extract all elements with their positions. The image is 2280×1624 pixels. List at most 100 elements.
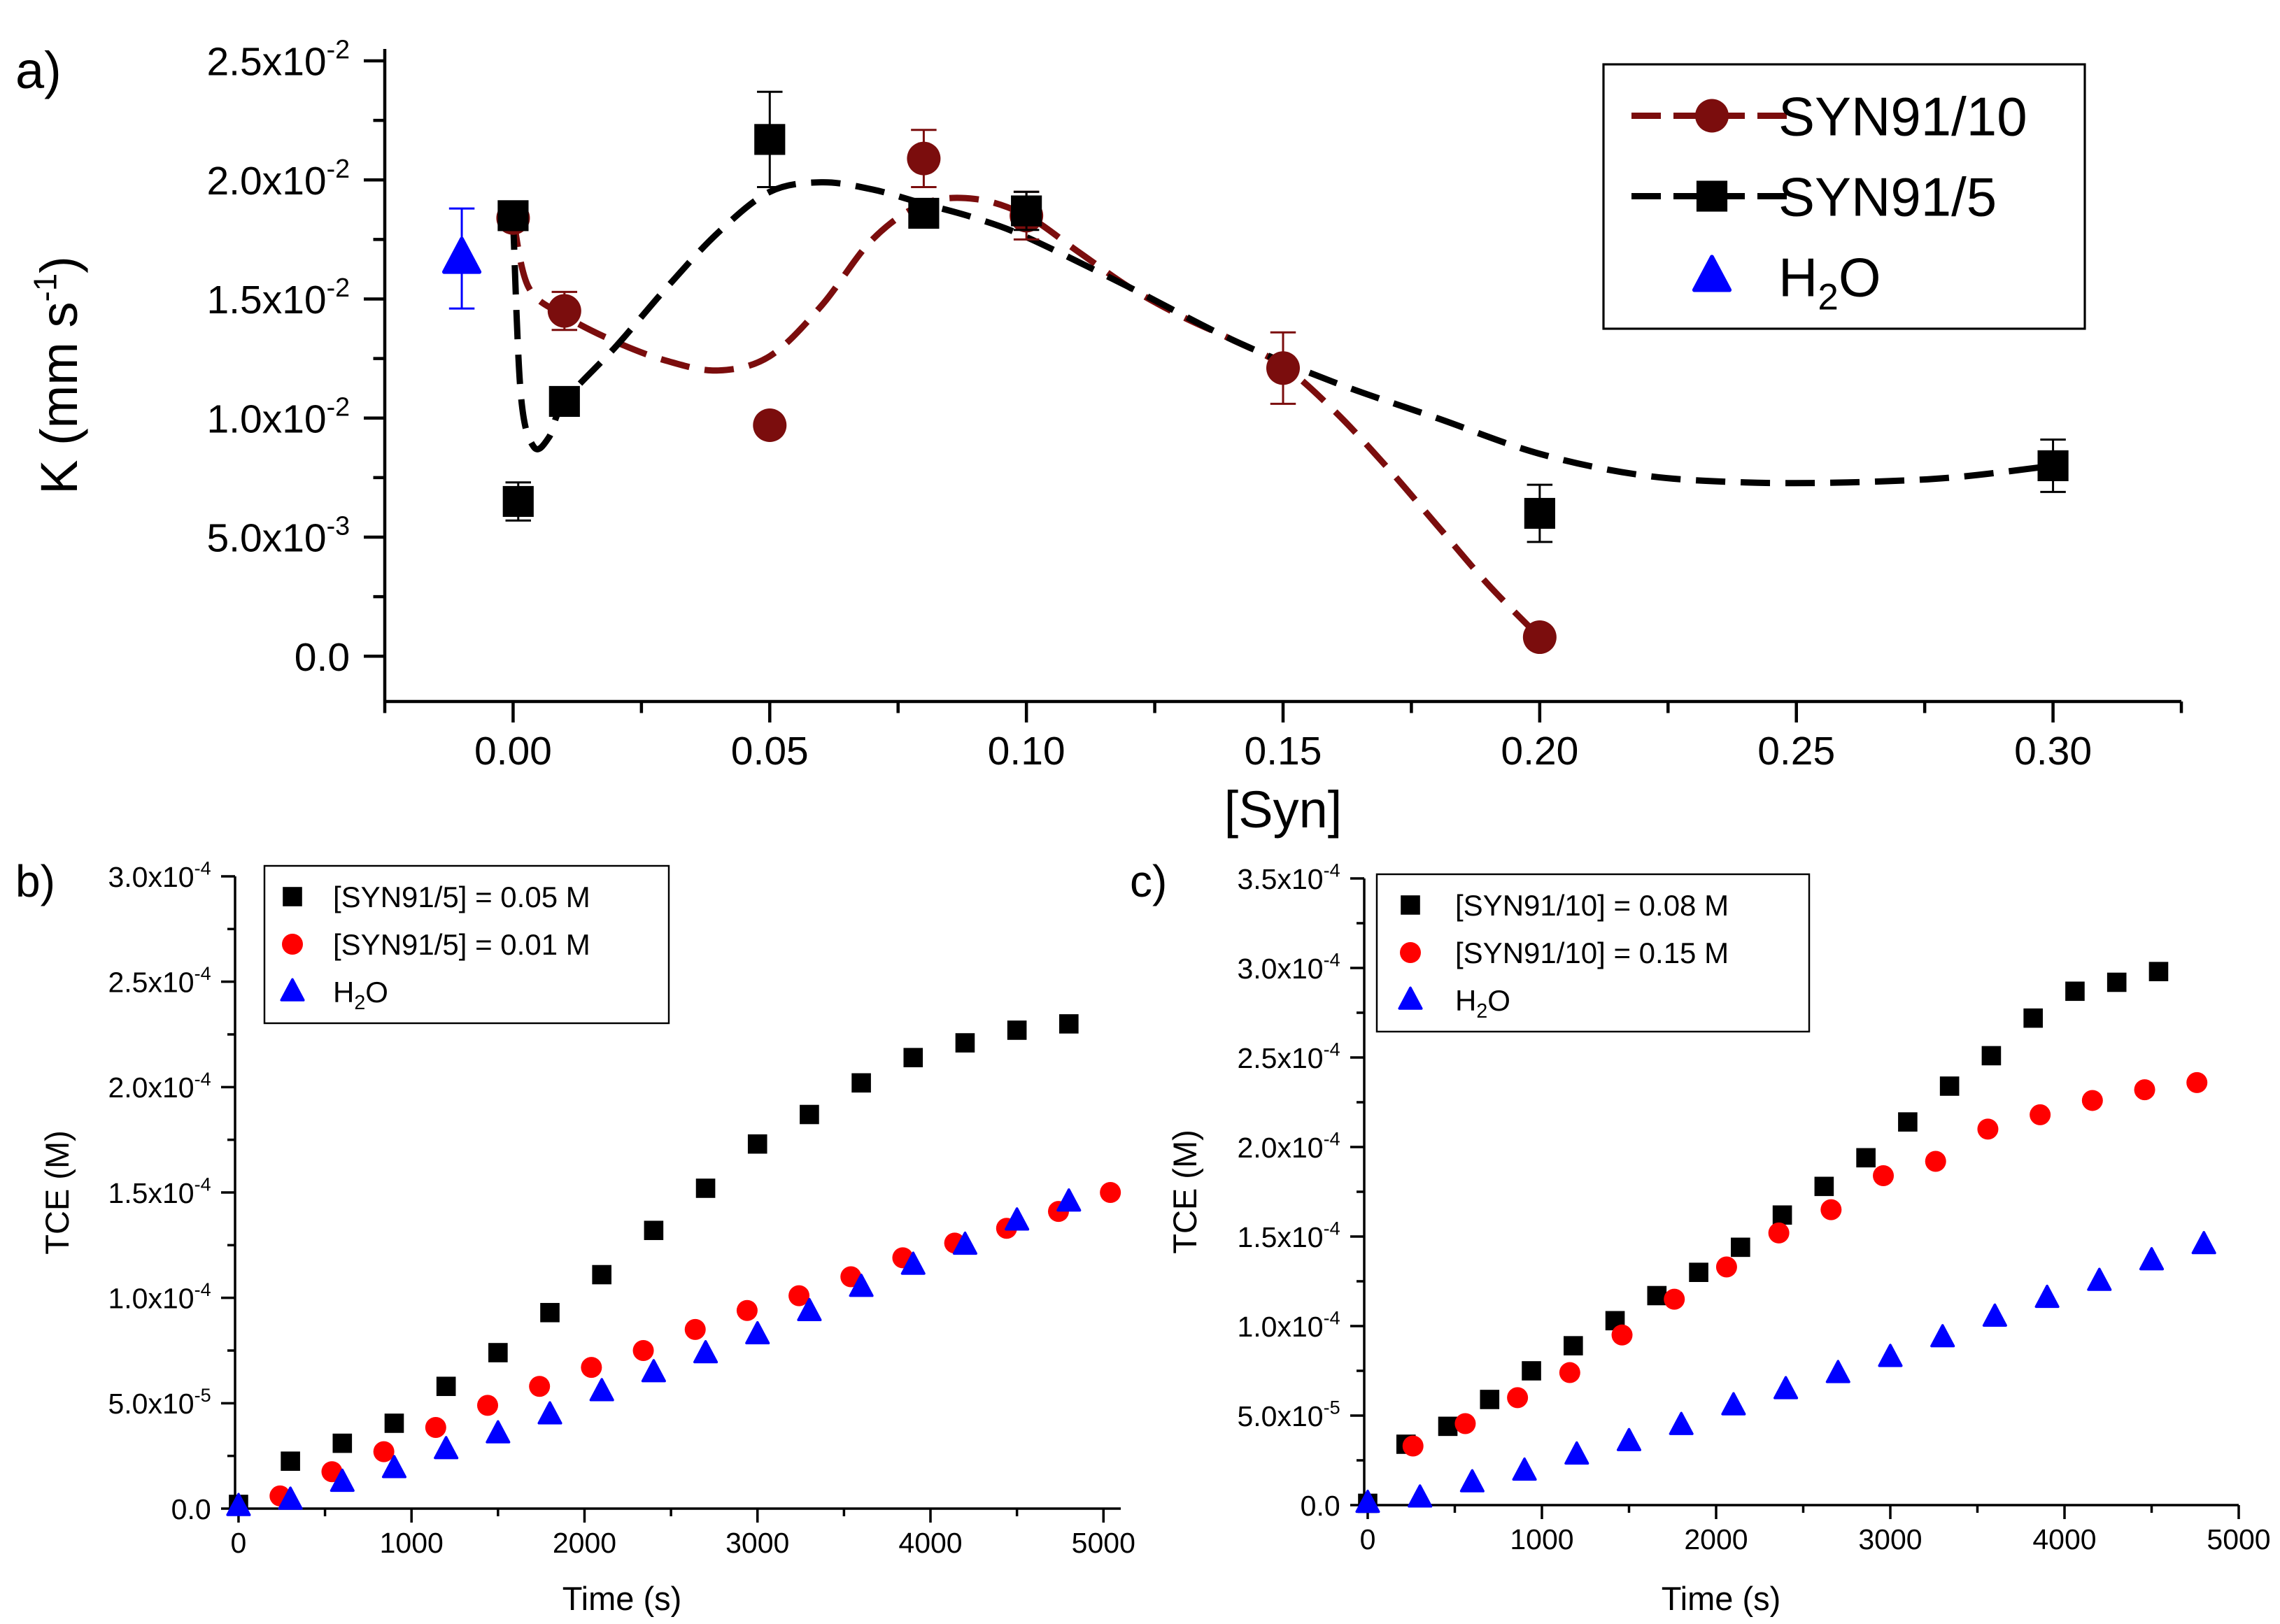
data-point <box>1522 620 1557 655</box>
data-point <box>1664 1288 1685 1310</box>
legend-label: [SYN91/5] = 0.01 M <box>333 928 590 961</box>
data-point <box>1564 1336 1583 1355</box>
chart-panel-1: 0 1000 2000 3000 4000 50000.05.0x10-51.0x10-4… <box>15 856 1135 1617</box>
y-tick-exponent: -4 <box>194 1279 211 1300</box>
data-point <box>693 1340 718 1364</box>
data-point <box>1878 1344 1903 1367</box>
data-point <box>1564 1441 1589 1465</box>
y-tick-exponent: -4 <box>1324 950 1340 971</box>
y-tick-exponent: -2 <box>327 273 350 302</box>
x-tick-label: 4000 <box>2032 1523 2096 1555</box>
series-2 <box>226 1188 1082 1516</box>
y-tick-label: 2.0x10-2 <box>206 154 350 204</box>
y-tick-label: 0.0 <box>171 1493 211 1525</box>
y-tick-mantissa: 5.0x10 <box>1237 1400 1323 1432</box>
data-point <box>1898 1112 1918 1132</box>
legend-label-tail: O <box>365 976 388 1009</box>
y-tick-label: 2.5x10-2 <box>206 35 350 85</box>
x-tick-label: 2000 <box>553 1527 616 1559</box>
x-tick-label: 5000 <box>1072 1527 1135 1559</box>
x-axis-title: [Syn] <box>1224 781 1343 839</box>
x-tick-label: 3000 <box>1858 1523 1922 1555</box>
data-point <box>1616 1427 1642 1451</box>
series-0 <box>1358 962 2169 1513</box>
data-point <box>695 1178 716 1198</box>
data-point <box>2139 1247 2165 1271</box>
data-point <box>1873 1164 1895 1186</box>
legend-label: SYN91/10 <box>1778 86 2027 148</box>
data-point <box>745 1320 770 1345</box>
y-tick-mantissa: 5.0x10 <box>108 1388 194 1420</box>
legend: SYN91/10 SYN91/5 H2O <box>1602 63 2086 330</box>
data-point <box>2148 962 2169 981</box>
legend-label: H2O <box>1778 247 1881 318</box>
y-tick-label: 5.0x10-5 <box>1237 1397 1340 1432</box>
data-point <box>641 1359 666 1383</box>
data-point <box>1731 1237 1750 1258</box>
legend-marker <box>1398 986 1423 1010</box>
data-point <box>373 1441 395 1462</box>
y-tick-label: 0.0 <box>1301 1490 1340 1522</box>
y-tick-exponent: -4 <box>194 1174 211 1195</box>
data-point <box>1402 1435 1424 1457</box>
series-1 <box>269 1182 1121 1507</box>
y-tick-exponent: -4 <box>194 1069 211 1090</box>
y-tick-mantissa: 1.5x10 <box>1237 1221 1323 1253</box>
x-tick-label: 5000 <box>2207 1523 2270 1555</box>
data-point <box>2065 981 2085 1002</box>
y-tick-label: 2.5x10-4 <box>1237 1039 1340 1074</box>
y-tick-mantissa: 1.0x10 <box>1237 1311 1323 1343</box>
data-point <box>2106 972 2127 992</box>
x-tick-label: 0.30 <box>2014 729 2092 774</box>
data-point <box>1925 1151 1946 1172</box>
legend-label: [SYN91/10] = 0.15 M <box>1455 936 1729 969</box>
series-2 <box>441 207 482 310</box>
legend-marker <box>280 978 305 1002</box>
y-tick-mantissa: 0.0 <box>1301 1490 1340 1522</box>
data-point <box>434 1436 459 1460</box>
chart-panel-0: 0.00 0.05 0.10 0.15 0.20 0.25 0.30 0.0 5.0x10-3 1… <box>15 35 2183 839</box>
data-point <box>540 1302 560 1323</box>
legend-label-main: H <box>1778 247 1818 308</box>
data-point <box>1981 1046 2002 1066</box>
x-tick-label: 4000 <box>898 1527 962 1559</box>
data-point <box>330 1468 355 1493</box>
y-tick-label: 3.0x10-4 <box>1237 950 1340 985</box>
legend-label-main: H <box>333 976 354 1009</box>
legend-label-tail: O <box>1839 247 1881 308</box>
data-point <box>903 1048 923 1067</box>
legend-marker <box>1400 942 1421 963</box>
data-point <box>1768 1222 1790 1244</box>
data-point <box>2087 1267 2112 1291</box>
data-point <box>644 1220 664 1241</box>
data-point <box>278 1486 303 1510</box>
x-tick-label: 0 <box>1360 1523 1376 1555</box>
panel-label: a) <box>15 41 62 99</box>
legend-label: SYN91/5 <box>1778 166 1997 228</box>
data-point <box>1524 497 1555 529</box>
data-point <box>1825 1360 1850 1383</box>
y-tick-label: 1.5x10-4 <box>108 1174 211 1209</box>
y-tick-label: 2.0x10-4 <box>1237 1129 1340 1164</box>
data-point <box>754 124 786 155</box>
panel-label: c) <box>1130 856 1167 906</box>
y-tick-mantissa: 1.0x10 <box>206 397 326 441</box>
data-point <box>226 1493 251 1516</box>
data-point <box>497 200 529 232</box>
y-tick-label: 2.5x10-4 <box>108 963 211 998</box>
data-point <box>1459 1469 1485 1493</box>
data-point <box>1820 1199 1842 1220</box>
y-tick-exponent: -4 <box>194 858 211 879</box>
y-axis-title-text: TCE (M) <box>38 1130 76 1255</box>
data-point <box>788 1285 810 1306</box>
y-axis-title-sup: -1 <box>27 273 63 302</box>
data-point <box>800 1104 819 1125</box>
y-tick-exponent: -4 <box>1324 1308 1340 1329</box>
data-point <box>1647 1285 1667 1306</box>
data-point <box>1939 1076 1960 1096</box>
fit-curve-0 <box>510 194 1543 640</box>
series-2 <box>1355 1231 2216 1513</box>
data-point <box>2186 1071 2208 1093</box>
y-tick-exponent: -2 <box>327 35 350 64</box>
data-point <box>2023 1008 2043 1028</box>
